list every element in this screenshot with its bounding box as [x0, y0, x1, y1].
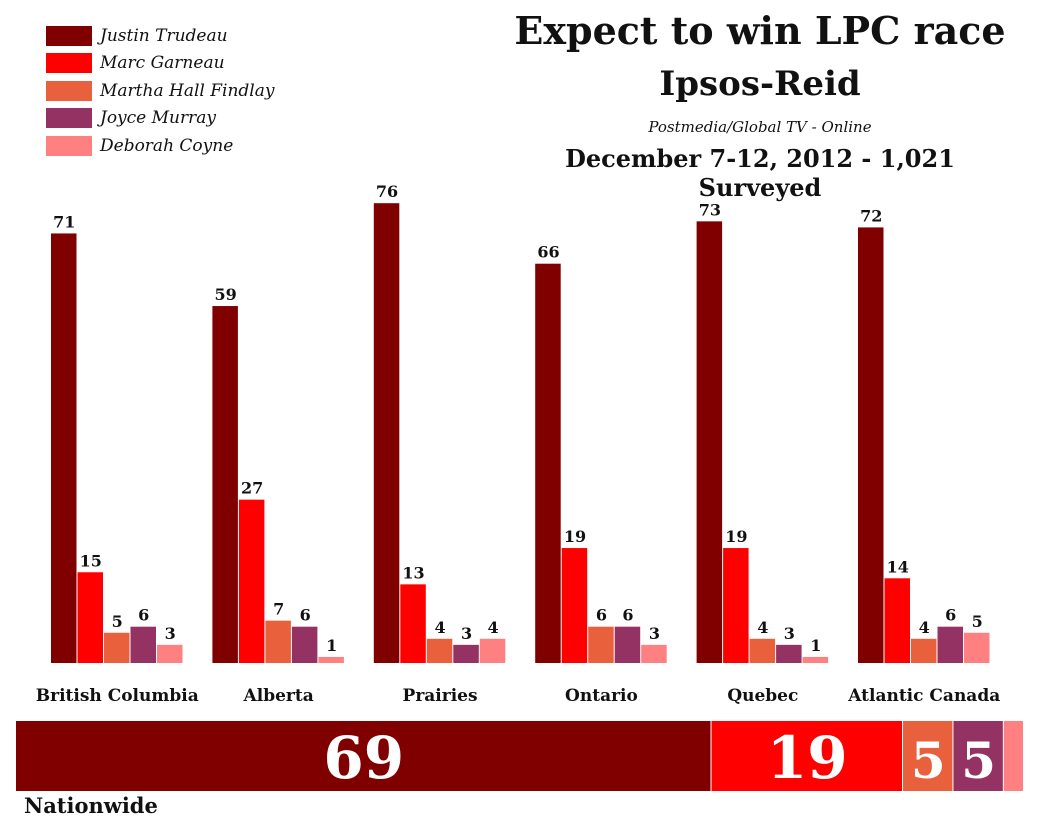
category-label-atlantic-canada: Atlantic Canada	[847, 686, 1000, 706]
nationwide-value-justin-trudeau: 69	[323, 724, 404, 792]
data-label-alberta-justin-trudeau: 59	[215, 285, 237, 304]
legend-item-murray: Joyce Murray	[46, 105, 274, 133]
bar-quebec-deborah-coyne	[802, 656, 829, 663]
bar-atlantic-canada-marc-garneau	[884, 578, 910, 663]
legend-label-coyne: Deborah Coyne	[100, 135, 234, 156]
legend-label-garneau: Marc Garneau	[100, 53, 225, 74]
chart-legend: Justin Trudeau Marc Garneau Martha Hall …	[46, 22, 274, 160]
bar-british-columbia-deborah-coyne	[157, 644, 183, 663]
pollster-name: Ipsos-Reid	[659, 64, 861, 104]
data-label-atlantic-canada-justin-trudeau: 72	[860, 206, 882, 225]
bar-atlantic-canada-deborah-coyne	[964, 632, 990, 663]
bar-prairies-justin-trudeau	[373, 203, 400, 663]
data-label-atlantic-canada-martha-hall-findlay: 4	[919, 618, 930, 637]
data-label-quebec-deborah-coyne: 1	[810, 636, 821, 655]
data-label-alberta-deborah-coyne: 1	[326, 636, 337, 655]
bar-prairies-martha-hall-findlay	[426, 638, 453, 663]
bar-british-columbia-joyce-murray	[130, 626, 156, 663]
legend-item-trudeau: Justin Trudeau	[46, 22, 274, 50]
bar-prairies-marc-garneau	[400, 584, 426, 663]
data-label-british-columbia-marc-garneau: 15	[80, 551, 102, 570]
legend-swatch-trudeau	[46, 25, 92, 46]
data-label-british-columbia-justin-trudeau: 71	[53, 212, 75, 231]
data-label-ontario-martha-hall-findlay: 6	[596, 606, 607, 625]
data-label-prairies-deborah-coyne: 4	[487, 618, 498, 637]
bar-ontario-deborah-coyne	[641, 644, 667, 663]
legend-swatch-murray	[46, 108, 92, 129]
bar-atlantic-canada-justin-trudeau	[858, 227, 884, 663]
legend-swatch-hall-findlay	[46, 80, 92, 101]
bar-atlantic-canada-joyce-murray	[937, 626, 963, 663]
legend-label-murray: Joyce Murray	[100, 108, 216, 129]
category-label-british-columbia: British Columbia	[36, 686, 199, 706]
bar-alberta-joyce-murray	[291, 626, 318, 663]
bar-ontario-joyce-murray	[614, 626, 641, 663]
data-label-ontario-deborah-coyne: 3	[649, 624, 660, 643]
nationwide-segment-marc-garneau	[711, 721, 903, 791]
data-label-prairies-joyce-murray: 3	[461, 624, 472, 643]
chart-title: Expect to win LPC race	[514, 8, 1006, 53]
bar-british-columbia-justin-trudeau	[51, 233, 77, 663]
data-label-alberta-joyce-murray: 6	[300, 606, 311, 625]
poll-sponsor: Postmedia/Global TV - Online	[648, 118, 872, 136]
data-label-prairies-martha-hall-findlay: 4	[434, 618, 445, 637]
bar-alberta-marc-garneau	[238, 499, 265, 663]
bar-prairies-deborah-coyne	[479, 638, 506, 663]
bar-alberta-deborah-coyne	[318, 656, 344, 663]
nationwide-segment-deborah-coyne	[1003, 721, 1023, 791]
data-label-ontario-marc-garneau: 19	[564, 527, 586, 546]
legend-label-trudeau: Justin Trudeau	[100, 25, 228, 46]
poll-dates: December 7-12, 2012 - 1,021 Surveyed	[565, 144, 955, 202]
bar-prairies-joyce-murray	[453, 644, 479, 663]
legend-item-coyne: Deborah Coyne	[46, 132, 274, 160]
legend-label-hall-findlay: Martha Hall Findlay	[100, 80, 275, 101]
data-label-british-columbia-joyce-murray: 6	[138, 606, 149, 625]
category-label-alberta: Alberta	[243, 686, 314, 706]
data-label-atlantic-canada-deborah-coyne: 5	[972, 612, 983, 631]
legend-swatch-garneau	[46, 53, 92, 74]
data-label-ontario-justin-trudeau: 66	[537, 243, 559, 262]
bar-alberta-martha-hall-findlay	[265, 620, 291, 663]
nationwide-value-martha-hall-findlay: 5	[911, 731, 946, 790]
data-label-quebec-justin-trudeau: 73	[699, 200, 721, 219]
nationwide-value-marc-garneau: 19	[767, 724, 848, 792]
data-label-alberta-martha-hall-findlay: 7	[273, 600, 284, 619]
category-label-quebec: Quebec	[727, 686, 798, 706]
bar-quebec-justin-trudeau	[696, 221, 723, 663]
nationwide-segment-joyce-murray	[953, 721, 1003, 791]
data-label-alberta-marc-garneau: 27	[241, 479, 263, 498]
bar-british-columbia-martha-hall-findlay	[104, 632, 130, 663]
nationwide-segment-martha-hall-findlay	[903, 721, 953, 791]
nationwide-segment-justin-trudeau	[16, 721, 711, 791]
data-label-atlantic-canada-marc-garneau: 14	[887, 557, 909, 576]
data-label-british-columbia-deborah-coyne: 3	[165, 624, 176, 643]
legend-swatch-coyne	[46, 135, 92, 156]
data-label-quebec-joyce-murray: 3	[784, 624, 795, 643]
category-label-ontario: Ontario	[565, 686, 638, 706]
data-label-prairies-marc-garneau: 13	[402, 563, 424, 582]
bar-ontario-justin-trudeau	[535, 263, 561, 663]
bar-british-columbia-marc-garneau	[77, 572, 103, 663]
bar-quebec-martha-hall-findlay	[749, 638, 776, 663]
data-label-quebec-marc-garneau: 19	[725, 527, 747, 546]
data-label-ontario-joyce-murray: 6	[622, 606, 633, 625]
data-label-quebec-martha-hall-findlay: 4	[757, 618, 768, 637]
legend-item-garneau: Marc Garneau	[46, 50, 274, 78]
nationwide-label: Nationwide	[24, 793, 158, 818]
bar-alberta-justin-trudeau	[212, 306, 238, 663]
nationwide-value-joyce-murray: 5	[961, 731, 996, 790]
legend-item-hall-findlay: Martha Hall Findlay	[46, 77, 274, 105]
bar-quebec-marc-garneau	[723, 548, 749, 663]
bar-ontario-marc-garneau	[561, 548, 588, 663]
bar-ontario-martha-hall-findlay	[588, 626, 614, 663]
data-label-prairies-justin-trudeau: 76	[376, 182, 398, 201]
data-label-british-columbia-martha-hall-findlay: 5	[112, 612, 123, 631]
bar-atlantic-canada-martha-hall-findlay	[911, 638, 937, 663]
bar-quebec-joyce-murray	[776, 644, 802, 663]
category-label-prairies: Prairies	[403, 686, 478, 706]
data-label-atlantic-canada-joyce-murray: 6	[945, 606, 956, 625]
